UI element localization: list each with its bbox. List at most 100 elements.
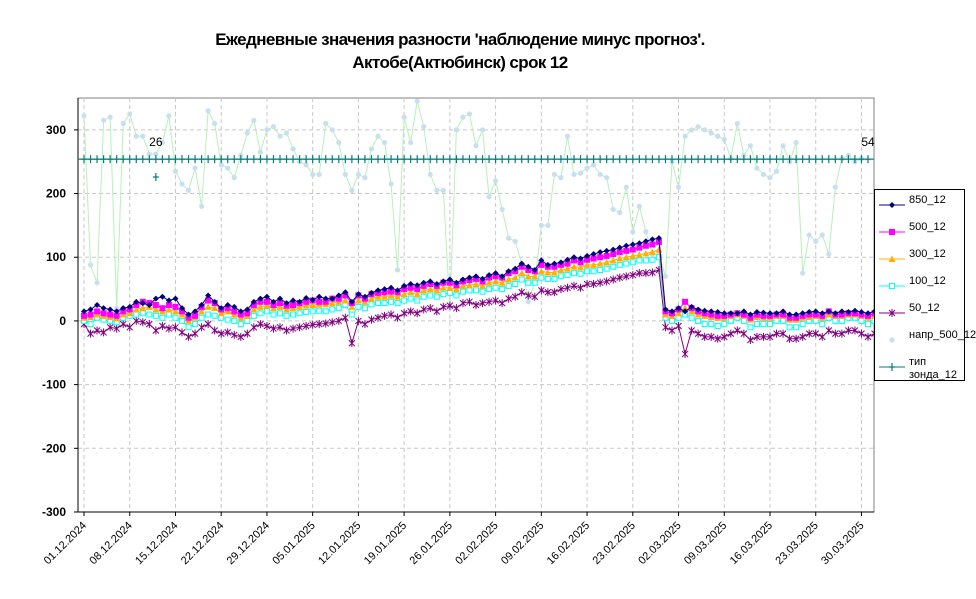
data-point bbox=[564, 256, 571, 263]
legend-marker bbox=[879, 255, 905, 262]
data-point bbox=[296, 323, 303, 332]
data-point bbox=[485, 297, 493, 306]
data-point bbox=[303, 298, 310, 305]
data-point bbox=[277, 300, 283, 307]
data-point bbox=[767, 175, 773, 181]
data-point bbox=[858, 155, 865, 164]
data-point bbox=[689, 127, 695, 133]
data-point bbox=[786, 155, 793, 164]
data-point bbox=[277, 155, 283, 164]
data-point bbox=[270, 155, 277, 164]
data-point bbox=[224, 316, 231, 323]
data-point bbox=[708, 308, 715, 315]
data-point bbox=[636, 257, 643, 264]
data-point bbox=[342, 171, 348, 178]
data-point bbox=[708, 311, 715, 318]
data-point bbox=[597, 249, 604, 256]
data-point bbox=[152, 155, 159, 164]
data-point bbox=[433, 286, 441, 294]
data-point bbox=[395, 267, 401, 273]
x-tick-label: 16.02.2025 bbox=[545, 520, 592, 567]
data-point bbox=[152, 295, 159, 302]
data-point bbox=[381, 139, 388, 146]
data-point bbox=[590, 268, 597, 275]
data-point bbox=[165, 305, 173, 313]
data-point bbox=[387, 291, 395, 299]
data-point bbox=[94, 155, 101, 164]
data-point bbox=[381, 155, 388, 164]
data-point bbox=[166, 113, 172, 119]
data-point bbox=[493, 178, 499, 184]
data-point bbox=[675, 309, 683, 317]
data-point bbox=[453, 155, 460, 164]
data-point bbox=[806, 155, 813, 164]
data-point bbox=[473, 273, 479, 280]
data-point bbox=[87, 262, 94, 268]
data-point bbox=[452, 285, 460, 293]
data-point bbox=[492, 155, 499, 164]
data-point bbox=[812, 155, 819, 164]
data-point bbox=[577, 263, 585, 271]
data-point bbox=[636, 240, 643, 247]
data-point bbox=[492, 270, 499, 277]
data-point bbox=[420, 293, 427, 300]
data-point bbox=[446, 276, 453, 283]
data-point bbox=[610, 251, 617, 258]
data-point bbox=[94, 308, 101, 315]
data-point bbox=[622, 272, 630, 281]
data-point bbox=[512, 265, 519, 272]
data-point bbox=[617, 210, 623, 216]
data-point bbox=[355, 303, 362, 310]
data-point bbox=[512, 280, 519, 287]
data-point bbox=[316, 155, 323, 164]
legend-item: тип зонда_12 bbox=[877, 354, 963, 384]
data-point bbox=[571, 171, 577, 178]
data-point bbox=[120, 155, 127, 164]
data-point bbox=[740, 155, 747, 164]
data-point bbox=[152, 312, 159, 319]
data-point bbox=[668, 326, 676, 335]
data-point bbox=[270, 311, 277, 318]
data-point bbox=[368, 315, 375, 324]
data-point bbox=[466, 274, 473, 281]
data-point bbox=[270, 324, 277, 333]
data-point bbox=[682, 298, 689, 305]
data-point bbox=[244, 317, 251, 324]
data-point bbox=[283, 300, 290, 307]
data-point bbox=[545, 222, 551, 228]
data-point bbox=[440, 278, 447, 285]
data-point bbox=[381, 293, 389, 300]
data-point bbox=[793, 139, 799, 146]
data-point bbox=[191, 329, 199, 338]
data-point bbox=[348, 311, 355, 318]
data-point bbox=[388, 284, 395, 291]
data-point bbox=[257, 149, 263, 155]
data-point bbox=[792, 334, 800, 343]
data-point bbox=[433, 307, 441, 316]
data-point bbox=[865, 321, 871, 328]
data-point bbox=[453, 279, 460, 286]
data-point bbox=[309, 308, 316, 315]
data-point bbox=[564, 133, 571, 139]
data-point bbox=[825, 308, 832, 315]
data-point bbox=[289, 324, 297, 333]
data-point bbox=[584, 155, 591, 164]
data-point bbox=[760, 171, 767, 178]
data-point bbox=[367, 295, 375, 302]
legend-label: напр_500_12 bbox=[909, 329, 976, 341]
data-point bbox=[185, 311, 192, 318]
data-point bbox=[760, 321, 767, 328]
data-point bbox=[577, 155, 584, 164]
data-point bbox=[551, 275, 558, 282]
legend-marker bbox=[879, 229, 905, 235]
data-point bbox=[434, 187, 440, 193]
data-point bbox=[655, 254, 662, 261]
data-point bbox=[218, 155, 225, 164]
data-point bbox=[401, 114, 407, 120]
data-point bbox=[459, 155, 466, 164]
data-point bbox=[642, 155, 649, 164]
data-point bbox=[577, 259, 584, 266]
data-point bbox=[381, 300, 388, 307]
chart-title-line-2: Актобе(Актюбинск) срок 12 bbox=[352, 53, 568, 72]
data-point bbox=[465, 281, 473, 289]
